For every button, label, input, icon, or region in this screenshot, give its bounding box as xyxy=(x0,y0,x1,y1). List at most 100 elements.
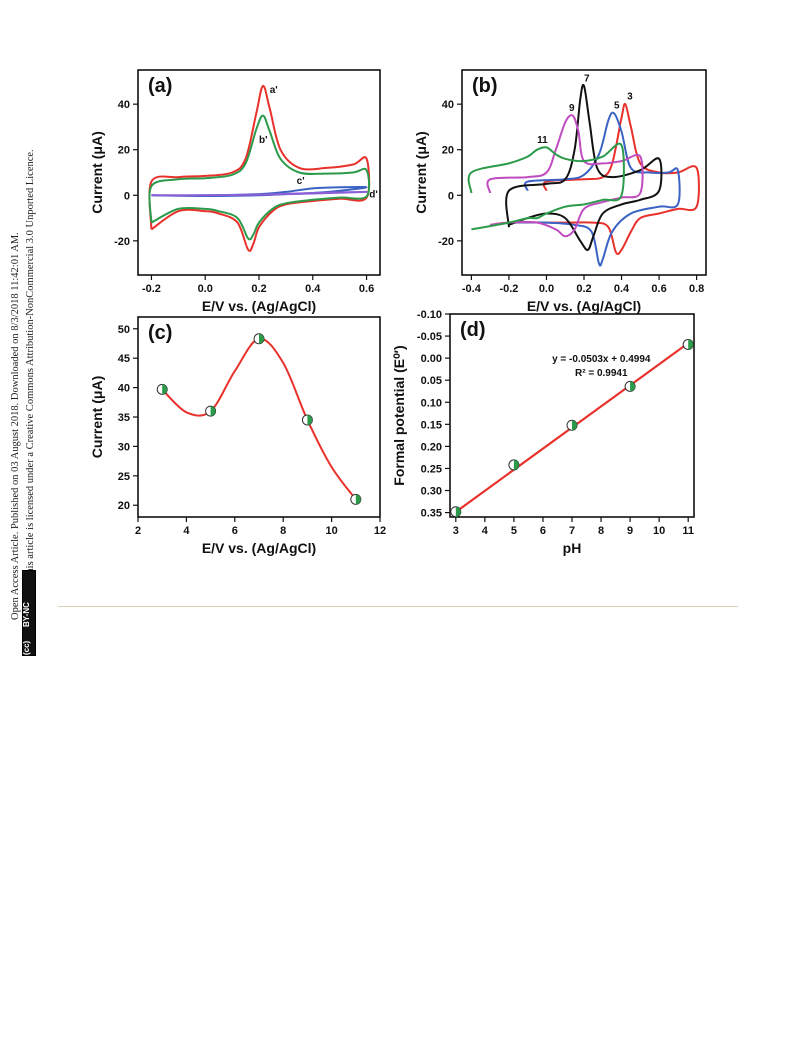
data-point xyxy=(508,459,520,471)
y-tick-label: 0.15 xyxy=(421,419,442,431)
y-axis-label: Current (μA) xyxy=(90,131,105,213)
y-axis-label: Formal potential (E⁰′) xyxy=(391,345,407,485)
y-tick-label: 40 xyxy=(118,99,130,111)
y-tick-label: 0.05 xyxy=(421,375,442,387)
data-point-half-fill xyxy=(210,406,216,417)
panel-label: (d) xyxy=(460,319,486,341)
x-tick-label: 8 xyxy=(280,525,286,537)
chart-panel-c: 2 4 6 8 10 12 20 25 30 35 40 45 50 E/V vs. (Ag/AgCl) C… xyxy=(89,316,386,556)
data-point-half-fill xyxy=(355,494,361,505)
y-tick-label: 20 xyxy=(442,145,454,157)
x-tick-label: 8 xyxy=(598,525,604,537)
cc-license-badge[interactable]: (cc) BY-NC xyxy=(22,570,36,656)
data-point-half-fill xyxy=(162,384,168,395)
curve-annotation: 11 xyxy=(537,135,548,146)
y-tick-label: 50 xyxy=(118,324,130,336)
license-sidebar: Open Access Article. Published on 03 Aug… xyxy=(0,0,60,1039)
plot-frame xyxy=(449,313,695,518)
panel-label: (a) xyxy=(148,75,172,97)
figure: -0.2 0.0 0.2 0.4 0.6 -20 0 20 40 E/V vs. (Ag/AgCl… xyxy=(89,60,730,560)
x-tick-label: 0.4 xyxy=(614,283,630,295)
y-tick-label: 20 xyxy=(118,500,130,512)
curve-annotation: d' xyxy=(369,190,378,201)
x-tick-label: -0.2 xyxy=(142,283,161,295)
y-tick-label: 25 xyxy=(118,471,130,483)
x-tick-label: 9 xyxy=(627,525,633,537)
cc-license-label: BY-NC xyxy=(22,602,31,627)
license-note: This article is licensed under a Creativ… xyxy=(25,149,36,580)
data-point xyxy=(682,338,694,350)
x-tick-label: 2 xyxy=(135,525,141,537)
y-tick-label: 0.20 xyxy=(421,441,442,453)
data-point xyxy=(301,414,313,426)
x-axis-label: E/V vs. (Ag/AgCl) xyxy=(202,540,316,556)
cc-icon: (cc) xyxy=(22,640,31,655)
data-point xyxy=(156,383,168,395)
x-tick-label: 10 xyxy=(653,525,665,537)
x-axis-label: E/V vs. (Ag/AgCl) xyxy=(527,298,641,314)
x-tick-label: 4 xyxy=(183,525,190,537)
data-point xyxy=(350,493,362,505)
y-tick-label: -0.10 xyxy=(417,309,442,321)
y-tick-label: -20 xyxy=(438,236,454,248)
fit-equation: y = -0.0503x + 0.4994 xyxy=(552,354,651,365)
curve-annotation: 7 xyxy=(584,73,590,84)
publication-note: Open Access Article. Published on 03 Aug… xyxy=(10,232,21,620)
y-tick-label: 35 xyxy=(118,412,130,424)
cv-curve-ap xyxy=(148,84,371,252)
data-point-half-fill xyxy=(688,339,694,350)
y-tick-label: 40 xyxy=(118,383,130,395)
cv-curve-7 xyxy=(505,83,663,251)
fit-curve xyxy=(161,337,357,500)
x-tick-label: 0.2 xyxy=(576,283,591,295)
curve-annotation: a' xyxy=(270,85,278,96)
data-point-half-fill xyxy=(259,333,264,344)
x-tick-label: -0.2 xyxy=(499,283,518,295)
data-point xyxy=(566,419,578,431)
cv-curve-9 xyxy=(486,114,644,238)
y-tick-label: 0 xyxy=(124,190,130,202)
data-point-half-fill xyxy=(513,459,519,470)
y-tick-label: 0 xyxy=(448,190,454,202)
cv-curve-11 xyxy=(467,142,625,231)
y-tick-label: 0.35 xyxy=(421,508,442,520)
data-point-half-fill xyxy=(455,506,461,517)
fit-r-squared: R² = 0.9941 xyxy=(575,368,628,379)
x-axis-label: pH xyxy=(563,540,582,556)
data-point xyxy=(205,405,217,417)
chart-panel-b: -0.4 -0.2 0.0 0.2 0.4 0.6 0.8 -20 0 20 40 E/V vs. (… xyxy=(413,69,707,314)
curve-annotation: 3 xyxy=(627,92,633,103)
curve-annotation: b' xyxy=(259,135,268,146)
chart-panel-d: 3 4 5 6 7 8 9 10 11 -0.10 -0.05 0.00 0.05 0.10 0.15 0.2… xyxy=(391,309,695,556)
y-tick-label: 0.10 xyxy=(421,397,442,409)
x-tick-label: 11 xyxy=(682,525,694,537)
cv-curve-5 xyxy=(508,111,681,267)
page-divider xyxy=(58,606,738,607)
curve-annotation: 9 xyxy=(569,103,575,114)
x-tick-label: 0.0 xyxy=(198,283,213,295)
cv-curve-bp xyxy=(148,114,371,241)
plot-frame xyxy=(137,316,381,518)
x-tick-label: 12 xyxy=(374,525,386,537)
y-tick-label: 0.00 xyxy=(421,353,442,365)
y-tick-label: -0.05 xyxy=(417,331,442,343)
cv-curve-dp xyxy=(151,190,368,197)
chart-panel-a: -0.2 0.0 0.2 0.4 0.6 -20 0 20 40 E/V vs. (Ag/AgCl… xyxy=(89,69,381,314)
x-tick-label: -0.4 xyxy=(462,283,482,295)
data-point xyxy=(624,380,636,392)
y-axis-label: Current (μA) xyxy=(413,131,429,213)
x-axis-label: E/V vs. (Ag/AgCl) xyxy=(202,298,316,314)
curve-annotation: 5 xyxy=(614,101,620,112)
data-point-half-fill xyxy=(572,420,577,431)
x-tick-label: 3 xyxy=(453,525,459,537)
x-tick-label: 0.4 xyxy=(305,283,321,295)
y-tick-label: 45 xyxy=(118,353,130,365)
y-tick-label: 40 xyxy=(442,99,454,111)
y-axis-label: Current (μA) xyxy=(90,376,105,458)
data-point-half-fill xyxy=(307,414,313,425)
data-point-half-fill xyxy=(630,381,636,392)
x-tick-label: 0.0 xyxy=(539,283,554,295)
x-tick-label: 0.2 xyxy=(251,283,266,295)
x-tick-label: 10 xyxy=(325,525,337,537)
